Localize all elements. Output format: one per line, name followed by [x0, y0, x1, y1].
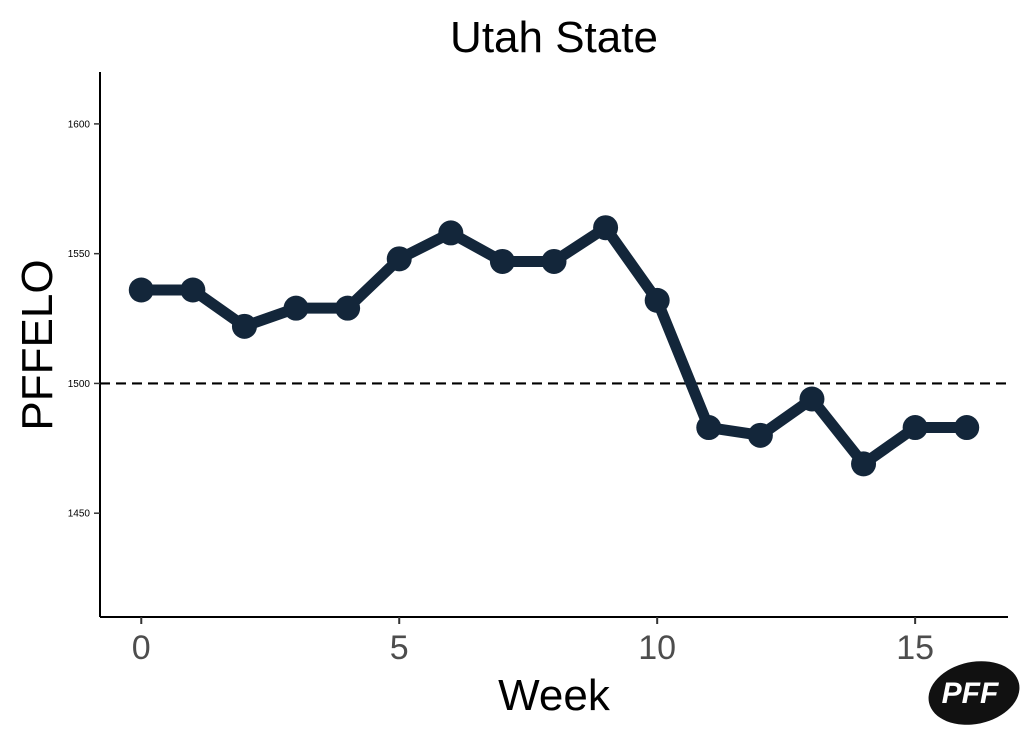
data-point: [231, 313, 257, 339]
data-point: [851, 451, 877, 477]
data-point: [541, 248, 567, 274]
y-tick-label: 1550: [68, 249, 91, 260]
data-point: [438, 220, 464, 246]
data-point: [644, 287, 670, 313]
data-point: [489, 248, 515, 274]
axes: 0 5 10 15 1450 1500 1550 1600: [68, 72, 1008, 667]
x-tick-label: 15: [896, 629, 934, 667]
data-point: [283, 295, 309, 321]
x-tick-label: 0: [132, 629, 151, 667]
data-point: [747, 422, 773, 448]
data-point: [696, 415, 722, 441]
y-tick-label: 1450: [68, 509, 91, 520]
data-point: [386, 246, 412, 272]
data-point: [902, 415, 928, 441]
series-group: [128, 215, 980, 477]
data-point: [128, 277, 154, 303]
data-point: [593, 215, 619, 241]
logo-text: PFF: [942, 677, 999, 710]
data-point: [954, 415, 980, 441]
pff-logo: PFF: [928, 661, 1020, 725]
data-point: [335, 295, 361, 321]
data-point: [180, 277, 206, 303]
y-tick-label: 1500: [68, 379, 91, 390]
y-axis-label: PFFELO: [13, 259, 62, 430]
chart-title: Utah State: [450, 13, 658, 62]
x-axis-label: Week: [498, 671, 611, 720]
y-tick-label: 1600: [68, 119, 91, 130]
x-tick-label: 5: [390, 629, 409, 667]
logo-badge: [928, 661, 1020, 725]
data-point: [799, 386, 825, 412]
x-tick-label: 10: [638, 629, 676, 667]
